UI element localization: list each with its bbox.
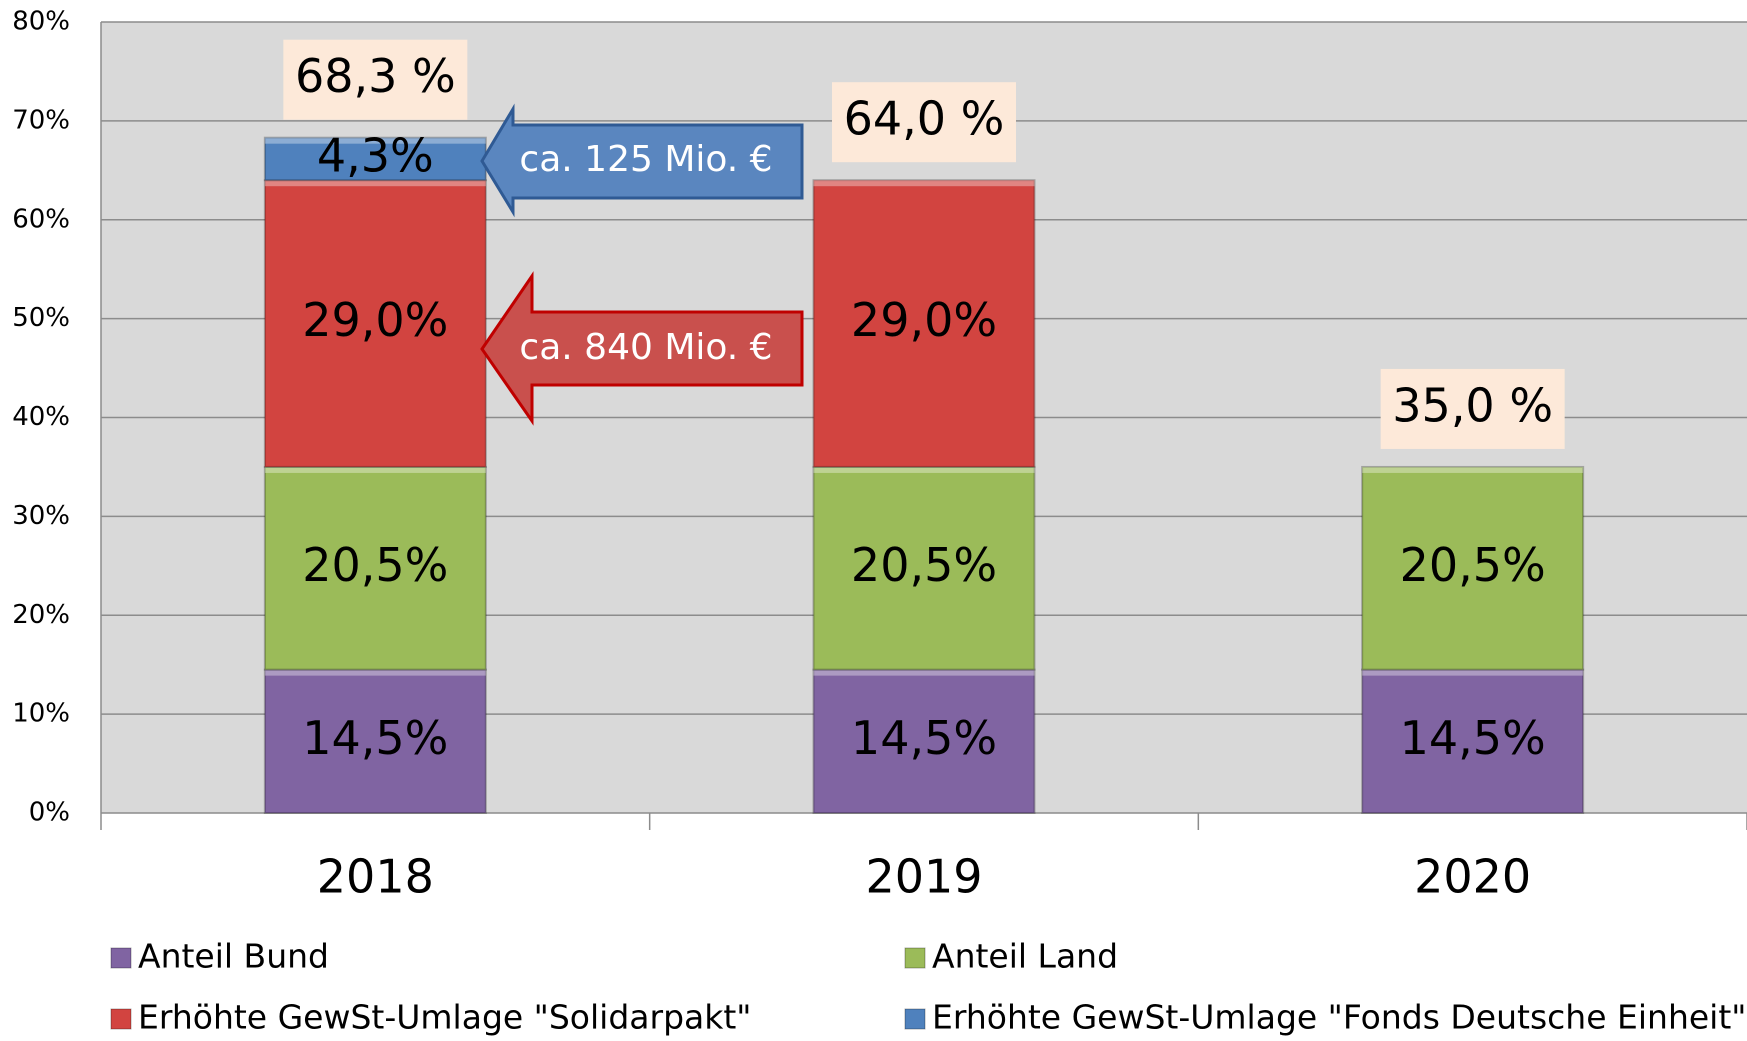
bar-shine bbox=[264, 669, 486, 676]
total-label: 64,0 % bbox=[844, 92, 1005, 146]
annotation: ca. 125 Mio. € bbox=[519, 139, 772, 180]
y-tick-label: 40% bbox=[12, 402, 70, 432]
bar-segment bbox=[1361, 465, 1585, 671]
bar-shine bbox=[1362, 466, 1584, 473]
legend-label: Erhöhte GewSt-Umlage "Fonds Deutsche Ein… bbox=[932, 998, 1746, 1037]
legend: Anteil Bund Anteil Land Erhöhte GewSt-Umla… bbox=[110, 937, 1746, 1037]
bar-shine bbox=[264, 466, 486, 473]
legend-swatch bbox=[904, 1008, 926, 1030]
total-label: 68,3 % bbox=[295, 49, 456, 103]
bar-segment bbox=[812, 668, 1036, 814]
value-label: 29,0% bbox=[851, 293, 997, 347]
x-tick-label: 2018 bbox=[317, 850, 434, 904]
arrow-blue bbox=[480, 103, 804, 218]
legend-label: Anteil Land bbox=[932, 937, 1118, 976]
legend-swatch bbox=[110, 947, 132, 969]
annotations: ca. 125 Mio. € ca. 840 Mio. € bbox=[480, 103, 804, 426]
bar-shine bbox=[264, 137, 486, 144]
value-label: 14,5% bbox=[1400, 711, 1546, 765]
legend-swatch bbox=[110, 1008, 132, 1030]
bar-segment bbox=[263, 136, 487, 182]
x-tick-label: 2019 bbox=[865, 850, 982, 904]
bar-shine bbox=[1362, 669, 1584, 676]
total-label: 35,0 % bbox=[1392, 378, 1553, 432]
y-tick-label: 20% bbox=[12, 600, 70, 630]
y-tick-label: 10% bbox=[12, 699, 70, 729]
value-label: 20,5% bbox=[302, 538, 448, 592]
x-tick-label: 2020 bbox=[1414, 850, 1531, 904]
value-label: 4,3% bbox=[317, 128, 434, 182]
value-label: 20,5% bbox=[851, 538, 997, 592]
value-label: 29,0% bbox=[302, 293, 448, 347]
total-box bbox=[1380, 368, 1565, 449]
bar-segment bbox=[812, 465, 1036, 671]
bar-shine bbox=[813, 669, 1035, 676]
annotation: ca. 840 Mio. € bbox=[519, 327, 772, 368]
bar-segment bbox=[263, 465, 487, 671]
y-tick-label: 60% bbox=[12, 204, 70, 234]
bar-segment bbox=[1361, 668, 1585, 814]
value-label: 14,5% bbox=[302, 711, 448, 765]
legend-label: Erhöhte GewSt-Umlage "Solidarpakt" bbox=[138, 998, 751, 1037]
bar-segment bbox=[263, 668, 487, 814]
y-tick-label: 80% bbox=[12, 7, 70, 37]
bar-shine bbox=[264, 180, 486, 187]
total-box bbox=[283, 39, 468, 120]
bar-segment bbox=[812, 179, 1036, 468]
y-tick-label: 50% bbox=[12, 303, 70, 333]
bar-shine bbox=[813, 180, 1035, 187]
legend-swatch bbox=[904, 947, 926, 969]
y-tick-label: 30% bbox=[12, 501, 70, 531]
legend-label: Anteil Bund bbox=[138, 937, 329, 976]
value-label: 14,5% bbox=[851, 711, 997, 765]
bars: 14,5% 20,5% 29,0% 4,3% 68,3 % 14,5% 20,5% 29,0%… bbox=[263, 39, 1585, 814]
value-label: 20,5% bbox=[1400, 538, 1546, 592]
bar-segment bbox=[263, 179, 487, 468]
y-tick-label: 0% bbox=[29, 798, 70, 828]
y-tick-label: 70% bbox=[12, 105, 70, 135]
total-box bbox=[832, 82, 1016, 163]
arrow-red bbox=[480, 271, 804, 426]
bar-shine bbox=[813, 466, 1035, 473]
